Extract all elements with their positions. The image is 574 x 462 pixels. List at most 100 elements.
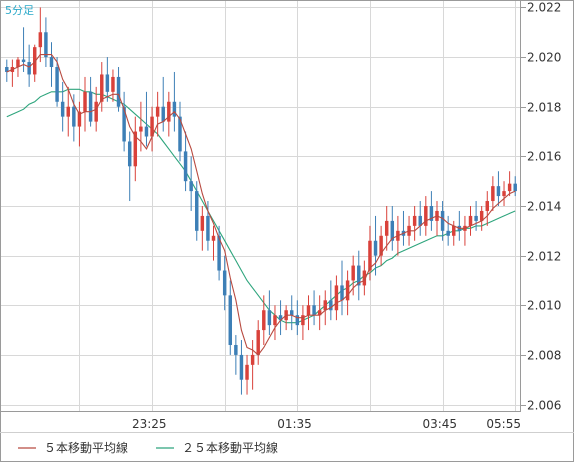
candle-body: [418, 215, 422, 226]
candle-body: [183, 151, 188, 182]
y-tick-label: 2.006: [527, 399, 561, 413]
candle-body: [502, 191, 506, 197]
y-tick-label: 2.012: [527, 250, 561, 264]
candle-body: [5, 67, 9, 72]
candle-body: [362, 270, 367, 286]
candle-body: [222, 270, 227, 296]
y-tick-label: 2.014: [527, 200, 561, 214]
x-axis: 23:25 01:35 03:45 05:55: [132, 417, 521, 431]
candle-body: [317, 310, 322, 316]
candle-body: [424, 206, 428, 226]
x-tick-label: 03:45: [422, 417, 457, 431]
candle-body: [32, 47, 37, 75]
candle-body: [144, 126, 149, 137]
ma5-line: [6, 54, 516, 356]
candle-body: [452, 225, 456, 236]
candle-body: [334, 285, 339, 311]
candle-body: [172, 101, 177, 117]
candle-body: [440, 210, 445, 231]
candle-body: [83, 91, 87, 112]
candle-body: [273, 315, 277, 326]
candle-body: [200, 215, 205, 231]
candle-body: [323, 300, 327, 311]
candle-body: [16, 59, 20, 68]
candle-body: [111, 76, 115, 92]
candle-body: [474, 215, 478, 221]
candle-body: [468, 215, 473, 226]
y-tick-label: 2.016: [527, 150, 561, 164]
candle-body: [38, 32, 43, 48]
candle-body: [178, 116, 182, 152]
candle-body: [368, 240, 372, 271]
x-tick-label: 01:35: [277, 417, 312, 431]
candle-body: [479, 210, 484, 221]
y-axis: 2.006 2.008 2.010 2.012 2.014 2.016 2.018 2.020…: [527, 1, 561, 413]
candle-body: [245, 364, 249, 380]
candle-body: [496, 186, 501, 197]
candle-body: [267, 310, 272, 326]
candle-body: [513, 183, 517, 192]
candle-body: [55, 67, 59, 102]
candle-body: [329, 300, 333, 311]
candle-body: [491, 186, 495, 202]
y-tick-label: 2.010: [527, 299, 561, 313]
candle-body: [234, 344, 238, 355]
candle-body: [44, 32, 48, 58]
y-tick-label: 2.022: [527, 1, 561, 15]
candle-body: [412, 215, 417, 226]
candle-body: [446, 230, 450, 236]
y-tick-label: 2.018: [527, 101, 561, 115]
candle-body: [127, 141, 132, 167]
candle-body: [351, 265, 355, 281]
x-tick-label: 05:55: [486, 417, 521, 431]
candle-body: [262, 310, 266, 331]
y-tick-label: 2.008: [527, 349, 561, 363]
candle-body: [390, 220, 395, 241]
candle-body: [301, 315, 305, 326]
candle-body: [49, 57, 54, 68]
candle-body: [379, 235, 383, 256]
candle-body: [100, 74, 104, 102]
grid: [0, 0, 526, 412]
candle-body: [21, 59, 26, 63]
candle-body: [66, 106, 70, 117]
candle-body: [228, 295, 233, 345]
candle-body: [195, 191, 199, 231]
candle-body: [507, 183, 512, 192]
candle-body: [345, 280, 350, 301]
candle-body: [211, 235, 216, 241]
candle-body: [155, 106, 160, 117]
candle-body: [139, 126, 143, 132]
candle-body: [88, 91, 93, 122]
candle-body: [94, 101, 98, 122]
candle-body: [161, 106, 165, 122]
candle-body: [150, 116, 154, 137]
candle-body: [373, 240, 378, 256]
candle-body: [312, 305, 316, 316]
candle-body: [72, 106, 76, 127]
candle-body: [250, 354, 255, 365]
candle-body: [77, 111, 82, 127]
candle-body: [289, 310, 294, 316]
candle-body: [295, 315, 300, 326]
candle-body: [206, 215, 210, 241]
candle-body: [239, 354, 244, 380]
legend: ５本移動平均線 ２５本移動平均線: [18, 440, 278, 455]
candle-body: [357, 265, 361, 286]
timeframe-label: 5分足: [5, 4, 34, 17]
candle-body: [278, 315, 283, 321]
candle-body: [105, 74, 110, 92]
candle-body: [485, 201, 490, 211]
candle-body: [60, 101, 65, 117]
candle-body: [217, 235, 221, 271]
candle-body: [116, 76, 121, 107]
candle-body: [133, 131, 138, 167]
candle-body: [340, 285, 344, 301]
candle-body: [384, 220, 389, 236]
legend-ma5-label: ５本移動平均線: [44, 440, 128, 455]
candle-body: [306, 305, 311, 316]
x-tick-label: 23:25: [132, 417, 167, 431]
candle-body: [429, 206, 434, 221]
